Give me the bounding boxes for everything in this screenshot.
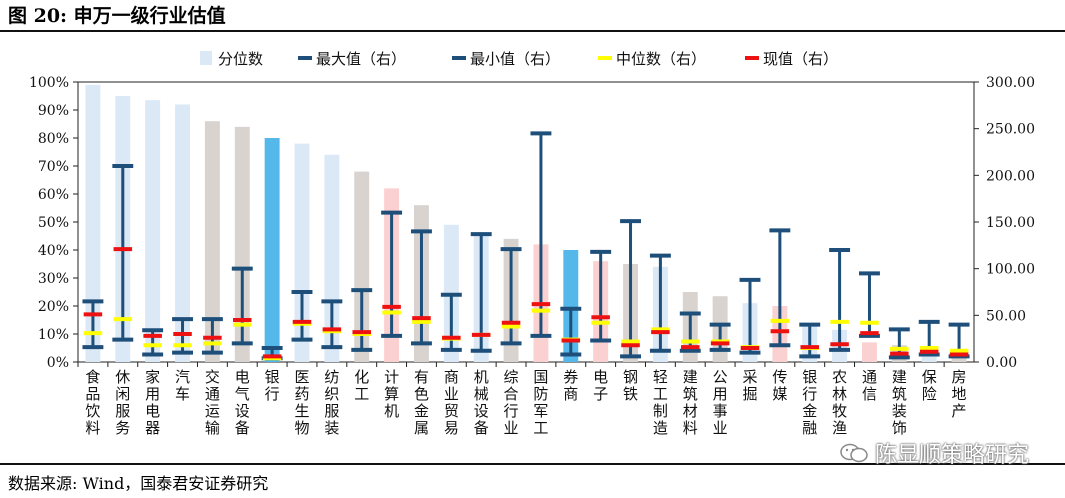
right-tick-label: 200.00	[986, 168, 1035, 184]
category-label-20: 轻工制造	[653, 368, 668, 437]
legend-label-4: 中位数（右）	[616, 50, 706, 68]
left-tick-label: 0%	[47, 355, 69, 371]
plot-area	[77, 81, 975, 363]
category-label-7: 银行	[265, 368, 280, 403]
category-label-29: 保险	[922, 368, 937, 403]
left-tick-label: 20%	[38, 299, 69, 315]
percentile-bar-3	[145, 100, 161, 362]
percentile-bar-27	[862, 342, 877, 362]
wechat-icon	[840, 443, 868, 463]
category-label-22: 公用事业	[713, 368, 728, 437]
left-tick-label: 60%	[38, 187, 69, 203]
right-tick-label: 300.00	[986, 75, 1035, 91]
right-tick-label: 50.00	[986, 308, 1026, 324]
percentile-bar-8	[294, 143, 310, 362]
right-tick-label: 100.00	[986, 262, 1035, 278]
left-tick-label: 90%	[38, 103, 69, 119]
percentile-bar-5	[204, 121, 220, 362]
percentile-bar-17	[563, 250, 579, 362]
left-tick-label: 40%	[38, 243, 69, 259]
left-tick-label: 10%	[38, 327, 69, 343]
left-tick-label: 80%	[38, 131, 69, 147]
left-tick-label: 100%	[29, 75, 69, 91]
legend-label-5: 现值（右）	[763, 50, 838, 68]
watermark-text: 陈显顺策略研究	[874, 443, 1029, 468]
legend-swatch-percentile	[200, 51, 212, 65]
top-rule	[0, 30, 1065, 32]
category-label-26: 农林牧渔	[832, 368, 847, 437]
percentile-bar-4	[175, 104, 190, 363]
left-axis: 0% 10% 20% 30% 40% 50% 60% 70% 80% 90% 100%	[29, 75, 78, 371]
category-label-4: 汽车	[175, 368, 190, 403]
category-label-8: 医药生物	[294, 368, 309, 437]
right-tick-label: 250.00	[986, 122, 1035, 138]
category-label-21: 建筑材料	[683, 368, 698, 437]
legend: 分位数 最大值（右） 最小值（右） 中位数（右） 现值（右）	[200, 50, 838, 68]
category-label-9: 纺织服装	[324, 368, 339, 437]
source-note: 数据来源: Wind，国泰君安证券研究	[8, 474, 269, 493]
figure-title: 图 20: 申万一级行业估值	[8, 5, 226, 27]
watermark: 陈显顺策略研究	[839, 437, 1029, 469]
right-tick-label: 0.00	[986, 355, 1017, 371]
left-tick-label: 50%	[38, 215, 69, 231]
category-label-25: 银行金融	[802, 368, 817, 437]
valuation-chart: 分位数 最大值（右） 最小值（右） 中位数（右） 现值（右） 0% 10% 20% 30% 40…	[29, 50, 1035, 437]
category-label-19: 钢铁	[623, 368, 638, 403]
legend-label-2: 最大值（右）	[316, 50, 406, 68]
category-label-6: 电气设备	[235, 368, 250, 437]
category-label-28: 建筑装饰	[892, 368, 907, 437]
category-label-23: 采掘	[742, 368, 757, 403]
category-label-30: 房地产	[952, 368, 967, 420]
legend-label-1: 分位数	[218, 50, 263, 68]
category-label-14: 机械设备	[474, 368, 489, 437]
category-label-1: 食品饮料	[85, 368, 100, 437]
left-tick-label: 30%	[38, 271, 69, 287]
percentile-bar-9	[324, 154, 340, 362]
plot-frame	[77, 81, 975, 363]
category-label-2: 休闲服务	[115, 368, 130, 437]
category-axis: 食品饮料休闲服务家用电器汽车交通运输电气设备银行医药生物纺织服装化工计算机有色金…	[77, 362, 967, 437]
category-label-10: 化工	[354, 368, 369, 403]
category-label-18: 电子	[593, 368, 608, 403]
left-tick-label: 70%	[38, 159, 69, 175]
bottom-rule	[0, 463, 1065, 465]
category-label-15: 综合行业	[504, 368, 519, 437]
right-tick-label: 150.00	[986, 215, 1035, 231]
percentile-bar-7	[264, 138, 280, 362]
category-label-27: 通信	[862, 368, 877, 403]
category-label-5: 交通运输	[205, 368, 220, 437]
category-label-13: 商业贸易	[444, 368, 459, 437]
percentile-bar-10	[354, 171, 370, 362]
category-label-17: 券商	[563, 368, 578, 403]
right-axis: 0.00 50.00 100.00 150.00 200.00 250.00 300.00	[974, 75, 1035, 371]
percentile-bar-1	[85, 84, 101, 363]
category-label-3: 家用电器	[145, 368, 160, 437]
percentile-bar-6	[234, 126, 250, 362]
category-label-12: 有色金属	[414, 368, 429, 437]
category-label-24: 传媒	[772, 368, 787, 403]
category-label-16: 国防军工	[533, 368, 548, 437]
category-label-11: 计算机	[384, 368, 399, 420]
legend-label-3: 最小值（右）	[470, 50, 560, 68]
